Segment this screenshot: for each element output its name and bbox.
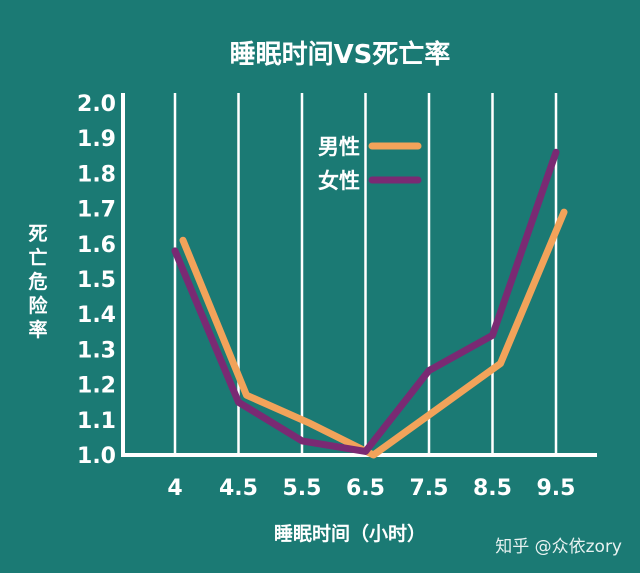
y-axis-label-char: 率: [28, 318, 47, 341]
x-tick-label: 7.5: [410, 476, 449, 501]
y-tick-label: 1.8: [77, 162, 116, 187]
x-tick-label: 8.5: [473, 476, 512, 501]
y-tick-label: 1.2: [77, 374, 116, 399]
axes: [121, 93, 597, 457]
y-tick-label: 1.9: [77, 127, 116, 152]
x-axis-label: 睡眠时间（小时）: [274, 522, 426, 545]
y-tick-label: 1.0: [77, 444, 116, 469]
chart-title: 睡眠时间VS死亡率: [230, 39, 451, 70]
y-tick-label: 1.1: [77, 409, 116, 434]
y-axis-label-char: 死: [28, 223, 47, 245]
grid-lines: [173, 93, 558, 455]
x-tick-label: 4.5: [219, 476, 258, 501]
x-tick-labels: 4 4.5 5.5 6.5 7.5 8.5 9.5: [167, 476, 575, 501]
y-tick-label: 1.4: [77, 303, 116, 328]
watermark: 知乎 @众依zory: [495, 537, 622, 557]
x-tick-label: 4: [167, 476, 182, 501]
legend-label: 女性: [318, 169, 360, 193]
series-line: [179, 208, 568, 459]
x-tick-label: 9.5: [537, 476, 576, 501]
y-tick-label: 1.6: [77, 233, 116, 258]
y-tick-labels: 1.0 1.1 1.2 1.3 1.4 1.5 1.6 1.7 1.8 1.9 2.0: [77, 92, 116, 469]
y-axis-label-char: 危: [28, 270, 47, 293]
x-tick-label: 6.5: [346, 476, 385, 501]
y-tick-label: 1.7: [77, 198, 116, 223]
y-tick-label: 2.0: [77, 92, 116, 117]
y-axis-label-char: 亡: [28, 246, 47, 269]
legend-label: 男性: [318, 135, 360, 159]
series-lines: [171, 148, 568, 459]
series-line: [171, 148, 560, 455]
y-tick-label: 1.5: [77, 268, 116, 293]
y-axis-label-char: 险: [28, 294, 48, 317]
x-tick-label: 5.5: [283, 476, 322, 501]
y-tick-label: 1.3: [77, 338, 116, 363]
